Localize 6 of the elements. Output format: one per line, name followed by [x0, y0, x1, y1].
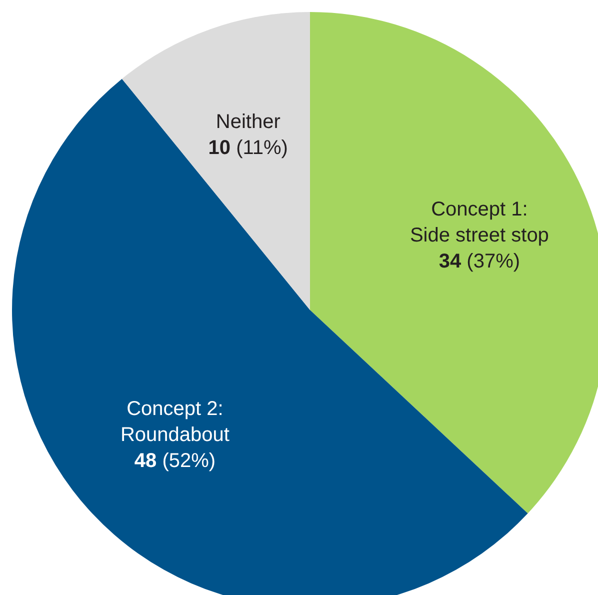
data-label: 10 (11%)	[208, 137, 288, 160]
data-label: 48 (52%)	[134, 450, 216, 472]
data-label: 34 (37%)	[438, 250, 520, 273]
slice-label: Neither	[216, 111, 281, 134]
slice-label: Concept 2: Roundabout	[120, 398, 230, 446]
slice-label: Concept 1: Side street stop	[410, 198, 549, 247]
